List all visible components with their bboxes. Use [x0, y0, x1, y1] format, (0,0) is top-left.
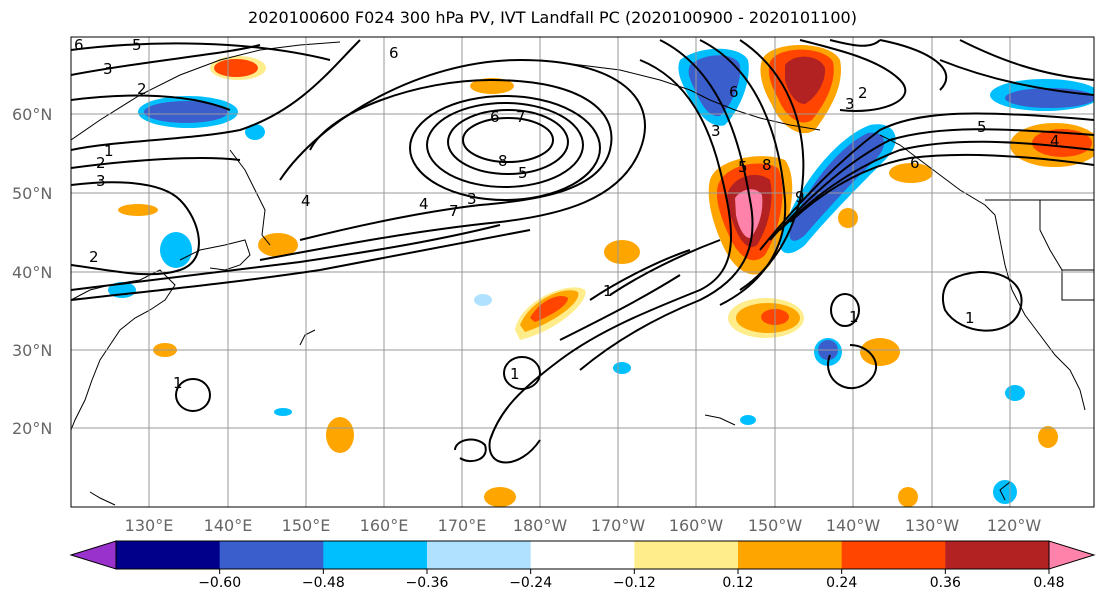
colorbar-tick-label: −0.60	[198, 575, 241, 591]
colorbar-frame	[115, 540, 1050, 570]
lon-label: 160°W	[669, 516, 724, 535]
colorbar-segment	[427, 541, 532, 569]
lon-label: 130°E	[125, 516, 174, 535]
colorbar-tick-label: 0.48	[1033, 575, 1064, 591]
contour-label: 1	[849, 308, 859, 326]
contour-label: 1	[510, 365, 520, 383]
contour-label: 9	[795, 188, 805, 206]
lon-label: 140°W	[826, 516, 881, 535]
contour-label: 1	[965, 309, 975, 327]
colorbar-tick-label: −0.24	[509, 575, 552, 591]
contour-label: 6	[389, 44, 399, 62]
negative-anomaly-fill	[108, 48, 1094, 504]
colorbar-tick-label: −0.48	[302, 575, 345, 591]
contour-label: 6	[490, 108, 500, 126]
lat-label: 30°N	[12, 341, 52, 360]
lon-label: 160°E	[360, 516, 409, 535]
contour-label: 8	[498, 152, 508, 170]
pv-contours	[71, 39, 1094, 464]
contour-label: 2	[137, 80, 147, 98]
latitude-labels: 60°N 50°N 40°N 30°N 20°N	[12, 105, 52, 438]
contour-label: 1	[173, 374, 183, 392]
contour-label: 2	[96, 154, 106, 172]
colorbar-segment	[738, 541, 843, 569]
contour-label: 7	[516, 108, 526, 126]
contour-label: 3	[467, 190, 477, 208]
colorbar-extend-high	[1048, 540, 1096, 570]
colorbar-segment	[530, 541, 635, 569]
longitude-labels: 130°E 140°E 150°E 160°E 170°E 180°W 170°…	[125, 516, 1042, 535]
contour-label: 5	[738, 158, 748, 176]
contour-label: 1	[104, 142, 114, 160]
colorbar-segment	[323, 541, 428, 569]
contour-label: 7	[449, 202, 459, 220]
contour-label: 3	[845, 95, 855, 113]
lon-label: 120°W	[987, 516, 1042, 535]
contour-label: 6	[74, 36, 84, 54]
lat-label: 60°N	[12, 105, 52, 124]
colorbar-segment	[116, 541, 221, 569]
lon-label: 150°W	[748, 516, 803, 535]
lon-label: 140°E	[204, 516, 253, 535]
positive-anomaly-fill	[118, 45, 1094, 507]
contour-label: 2	[89, 248, 99, 266]
graticule	[71, 37, 1094, 507]
lon-label: 150°E	[282, 516, 331, 535]
lon-label: 170°E	[438, 516, 487, 535]
contour-label: 2	[858, 84, 868, 102]
colorbar-segment	[945, 541, 1050, 569]
colorbar-tick-label: 0.36	[930, 575, 961, 591]
lat-label: 40°N	[12, 263, 52, 282]
contour-label: 5	[977, 118, 987, 136]
lon-label: 180°W	[513, 516, 568, 535]
contour-label: 4	[301, 192, 311, 210]
colorbar-segment	[634, 541, 739, 569]
colorbar-tick-label: 0.12	[722, 575, 753, 591]
contour-label: 8	[762, 156, 772, 174]
contour-label: 3	[96, 172, 106, 190]
contour-labels: 6 5 3 2 1 2 3 6 7 6 8 5 4 7 3 4 2 1 6 3 …	[74, 36, 1060, 392]
lon-label: 130°W	[905, 516, 960, 535]
colorbar-tick-label: −0.12	[613, 575, 656, 591]
contour-label: 3	[711, 122, 721, 140]
contour-label: 5	[132, 36, 142, 54]
contour-label: 1	[603, 282, 613, 300]
contour-label: 4	[419, 195, 429, 213]
contour-label: 4	[1050, 132, 1060, 150]
pv-anomaly-shading	[108, 45, 1094, 507]
map-frame	[70, 36, 1095, 508]
lat-label: 50°N	[12, 184, 52, 203]
colorbar-extend-low	[69, 540, 117, 570]
lon-label: 170°W	[591, 516, 646, 535]
map-title: 2020100600 F024 300 hPa PV, IVT Landfall…	[248, 8, 857, 27]
lat-label: 20°N	[12, 419, 52, 438]
colorbar: −0.60 −0.48 −0.36 −0.24 −0.12 0.12 0.24 0.36 0.4…	[69, 540, 1096, 591]
contour-label: 3	[103, 60, 113, 78]
colorbar-segment	[219, 541, 324, 569]
contour-label: 6	[910, 154, 920, 172]
contour-label: 5	[518, 164, 528, 182]
colorbar-tick-label: −0.36	[406, 575, 449, 591]
contour-label: 6	[729, 83, 739, 101]
colorbar-segment	[841, 541, 946, 569]
colorbar-tick-label: 0.24	[826, 575, 857, 591]
